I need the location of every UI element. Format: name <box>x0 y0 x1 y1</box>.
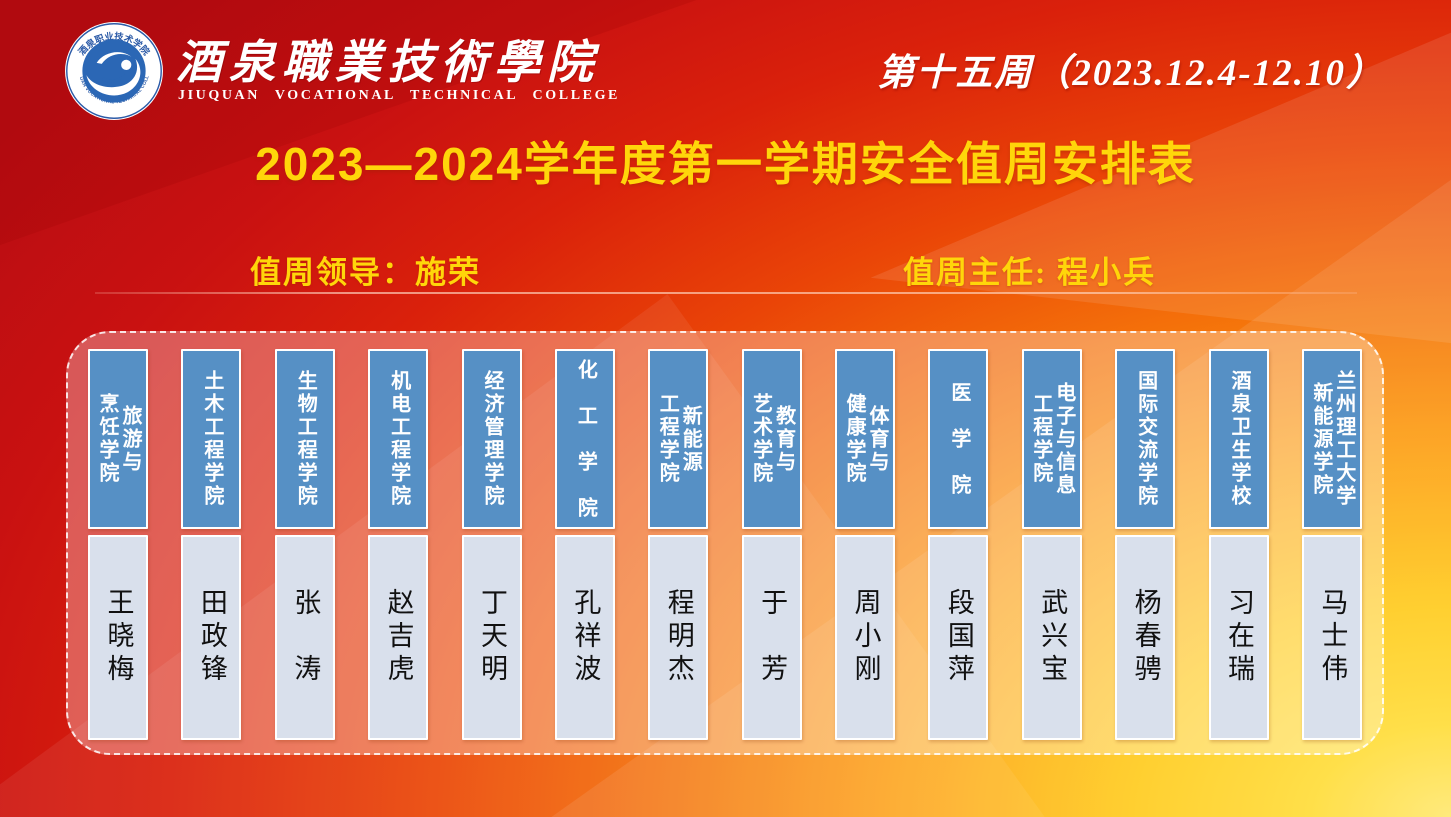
duty-person-name: 赵吉虎 <box>383 588 414 687</box>
schedule-board: 旅游与 烹饪学院 王晓梅 土木工程学院 田政锋 生物工程学院 张 涛 机电工程学院… <box>66 331 1384 755</box>
schedule-column: 经济管理学院 丁天明 <box>461 349 522 740</box>
schedule-column: 化 工 学 院 孔祥波 <box>554 349 615 740</box>
college-name-box: 化 工 学 院 <box>554 349 615 529</box>
college-name-line: 健康学院 <box>843 393 865 485</box>
schedule-column: 教育与 艺术学院 于 芳 <box>741 349 802 740</box>
college-name-calligraphy: 酒泉職業技術學院 <box>176 37 600 88</box>
duty-person-box: 习在瑞 <box>1208 535 1269 740</box>
duty-leader-label: 值周领导：施荣 <box>250 255 481 290</box>
schedule-column: 新能源 工程学院 程明杰 <box>648 349 709 740</box>
college-name-box: 酒泉卫生学校 <box>1208 349 1269 529</box>
duty-person-name: 田政锋 <box>196 588 227 687</box>
schedule-column: 酒泉卫生学校 习在瑞 <box>1208 349 1269 740</box>
duty-person-name: 段国萍 <box>943 588 974 687</box>
duty-person-box: 周小刚 <box>835 535 895 740</box>
duty-person-name: 武兴宝 <box>1037 588 1068 687</box>
duty-person-box: 于 芳 <box>741 535 802 740</box>
college-name-line: 新能源 <box>679 404 702 474</box>
college-name-line: 生物工程学院 <box>294 370 317 508</box>
college-name-box: 国际交流学院 <box>1115 349 1176 529</box>
duty-person-box: 杨春骋 <box>1115 535 1176 740</box>
college-name-box: 机电工程学院 <box>368 349 429 529</box>
page-title: 2023—2024学年度第一学期安全值周安排表 <box>255 138 1196 190</box>
college-name-box: 旅游与 烹饪学院 <box>88 349 148 529</box>
schedule-column: 旅游与 烹饪学院 王晓梅 <box>88 349 148 740</box>
college-emblem-icon: 酒泉职业技术学院 JIUQUAN VOCATIONAL TECHNICAL CO… <box>61 20 163 120</box>
schedule-column: 土木工程学院 田政锋 <box>181 349 242 740</box>
duty-person-name: 张 涛 <box>290 588 321 687</box>
week-label: 第十五周（2023.12.4-12.10） <box>877 53 1385 94</box>
college-name-box: 土木工程学院 <box>181 349 242 529</box>
duty-person-name: 丁天明 <box>477 588 507 687</box>
college-name-line: 体育与 <box>866 404 888 474</box>
college-name-english: JIUQUAN VOCATIONAL TECHNICAL COLLEGE <box>178 88 620 103</box>
college-emblem-logo: 酒泉职业技术学院 JIUQUAN VOCATIONAL TECHNICAL CO… <box>60 20 168 122</box>
college-name-box: 医 学 院 <box>928 349 989 529</box>
duty-person-box: 马士伟 <box>1301 535 1362 740</box>
college-name-box: 体育与 健康学院 <box>835 349 895 529</box>
duty-person-box: 王晓梅 <box>88 535 148 740</box>
duty-person-name: 马士伟 <box>1317 588 1348 687</box>
college-name-box: 新能源 工程学院 <box>648 349 709 529</box>
college-name-line: 土木工程学院 <box>200 370 223 508</box>
college-name-box: 电子与信息 工程学院 <box>1021 349 1082 529</box>
duty-person-name: 习在瑞 <box>1224 588 1254 687</box>
duty-person-name: 周小刚 <box>850 588 881 687</box>
duty-person-name: 孔祥波 <box>570 588 601 687</box>
college-name-box: 经济管理学院 <box>461 349 522 529</box>
schedule-column: 兰州理工大学 新能源学院 马士伟 <box>1301 349 1362 740</box>
schedule-column: 机电工程学院 赵吉虎 <box>368 349 429 740</box>
college-name-line: 新能源学院 <box>1309 381 1332 497</box>
schedule-column: 电子与信息 工程学院 武兴宝 <box>1021 349 1082 740</box>
duty-person-name: 程明杰 <box>663 588 694 687</box>
college-name-line: 教育与 <box>772 404 795 474</box>
college-name-line: 烹饪学院 <box>96 393 118 485</box>
college-name-line: 经济管理学院 <box>481 370 503 508</box>
college-name-line: 化 工 学 院 <box>574 358 597 520</box>
divider-line <box>95 292 1357 294</box>
schedule-column: 生物工程学院 张 涛 <box>274 349 335 740</box>
college-name-box: 生物工程学院 <box>274 349 335 529</box>
duty-person-box: 田政锋 <box>181 535 242 740</box>
college-name-line: 国际交流学院 <box>1134 370 1157 508</box>
college-name-line: 艺术学院 <box>749 393 772 485</box>
college-name-box: 兰州理工大学 新能源学院 <box>1301 349 1362 529</box>
college-name-line: 酒泉卫生学校 <box>1228 370 1250 508</box>
college-name-line: 机电工程学院 <box>387 370 410 508</box>
college-name-line: 工程学院 <box>1029 393 1052 485</box>
duty-person-box: 孔祥波 <box>554 535 615 740</box>
duty-person-box: 丁天明 <box>461 535 522 740</box>
college-name-line: 旅游与 <box>119 404 141 474</box>
schedule-column: 医 学 院 段国萍 <box>928 349 989 740</box>
duty-person-box: 武兴宝 <box>1021 535 1082 740</box>
duty-person-box: 段国萍 <box>928 535 989 740</box>
duty-person-name: 王晓梅 <box>103 588 134 687</box>
schedule-column: 体育与 健康学院 周小刚 <box>835 349 895 740</box>
duty-person-box: 赵吉虎 <box>368 535 429 740</box>
college-name-line: 电子与信息 <box>1052 381 1075 497</box>
schedule-column: 国际交流学院 杨春骋 <box>1115 349 1176 740</box>
duty-person-name: 杨春骋 <box>1130 588 1161 687</box>
college-name-box: 教育与 艺术学院 <box>741 349 802 529</box>
college-name-line: 医 学 院 <box>947 381 970 497</box>
duty-person-name: 于 芳 <box>757 588 788 687</box>
duty-person-box: 程明杰 <box>648 535 709 740</box>
duty-person-box: 张 涛 <box>274 535 335 740</box>
duty-director-label: 值周主任: 程小兵 <box>903 255 1157 290</box>
college-name-line: 工程学院 <box>656 393 679 485</box>
college-name-line: 兰州理工大学 <box>1332 370 1355 508</box>
